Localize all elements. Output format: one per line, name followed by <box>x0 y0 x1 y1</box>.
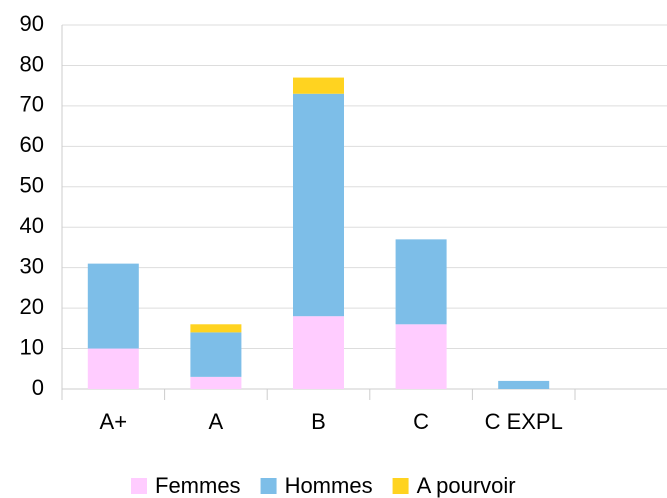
x-tick-label: A+ <box>100 409 128 434</box>
x-tick-label: C EXPL <box>485 409 563 434</box>
bar-segment <box>395 239 447 325</box>
bar-segment <box>190 324 242 333</box>
x-tick-label: B <box>311 409 326 434</box>
bar-segment <box>293 93 344 317</box>
bar-segment <box>293 77 344 94</box>
y-tick-label: 90 <box>20 11 44 36</box>
y-tick-label: 70 <box>20 92 44 117</box>
y-tick-label: 20 <box>20 294 44 319</box>
bar-segment <box>87 263 139 349</box>
y-tick-label: 80 <box>20 51 44 76</box>
legend-label: Femmes <box>155 473 241 498</box>
legend-swatch <box>260 478 277 494</box>
legend-swatch <box>131 478 147 494</box>
bar-segment <box>87 348 139 389</box>
y-tick-label: 10 <box>20 334 44 359</box>
bar-segment <box>395 324 447 389</box>
bar-segment <box>293 316 344 389</box>
legend-swatch <box>392 478 409 494</box>
y-tick-label: 60 <box>20 132 44 157</box>
y-tick-label: 50 <box>20 173 44 198</box>
x-tick-label: C <box>413 409 429 434</box>
bar-segment <box>498 380 550 389</box>
bar-segment <box>190 376 242 389</box>
y-tick-label: 0 <box>32 375 44 400</box>
bar-segment <box>190 332 242 377</box>
y-tick-label: 30 <box>20 253 44 278</box>
legend-label: Hommes <box>285 473 373 498</box>
y-tick-label: 40 <box>20 213 44 238</box>
legend-label: A pourvoir <box>417 473 516 498</box>
x-tick-label: A <box>209 409 224 434</box>
